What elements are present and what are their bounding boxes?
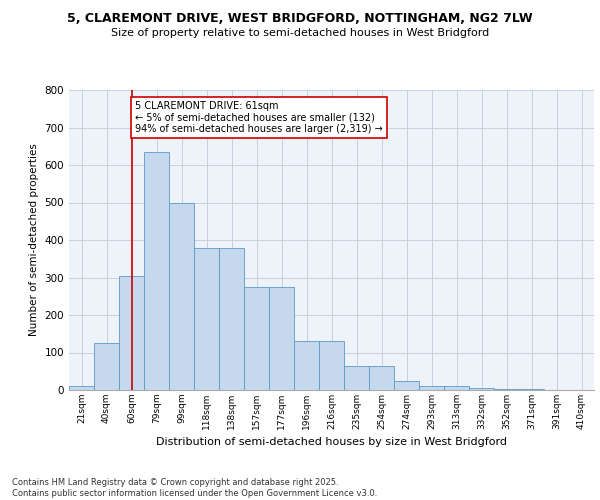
Bar <box>69 386 94 390</box>
Text: 5 CLAREMONT DRIVE: 61sqm
← 5% of semi-detached houses are smaller (132)
94% of s: 5 CLAREMONT DRIVE: 61sqm ← 5% of semi-de… <box>135 101 383 134</box>
Bar <box>119 276 144 390</box>
Bar <box>244 287 269 390</box>
Bar <box>94 343 119 390</box>
Bar <box>269 287 294 390</box>
Bar <box>444 386 469 390</box>
Bar <box>294 341 319 390</box>
Text: 5, CLAREMONT DRIVE, WEST BRIDGFORD, NOTTINGHAM, NG2 7LW: 5, CLAREMONT DRIVE, WEST BRIDGFORD, NOTT… <box>67 12 533 26</box>
Bar <box>419 386 444 390</box>
Bar <box>469 388 494 390</box>
Bar <box>169 202 194 390</box>
Bar <box>219 248 244 390</box>
Bar <box>144 152 169 390</box>
Bar <box>519 389 544 390</box>
Bar <box>494 389 519 390</box>
Bar <box>394 380 419 390</box>
Y-axis label: Number of semi-detached properties: Number of semi-detached properties <box>29 144 39 336</box>
X-axis label: Distribution of semi-detached houses by size in West Bridgford: Distribution of semi-detached houses by … <box>156 438 507 448</box>
Bar <box>194 248 219 390</box>
Bar <box>319 341 344 390</box>
Text: Size of property relative to semi-detached houses in West Bridgford: Size of property relative to semi-detach… <box>111 28 489 38</box>
Bar <box>344 366 369 390</box>
Bar <box>369 366 394 390</box>
Text: Contains HM Land Registry data © Crown copyright and database right 2025.
Contai: Contains HM Land Registry data © Crown c… <box>12 478 377 498</box>
